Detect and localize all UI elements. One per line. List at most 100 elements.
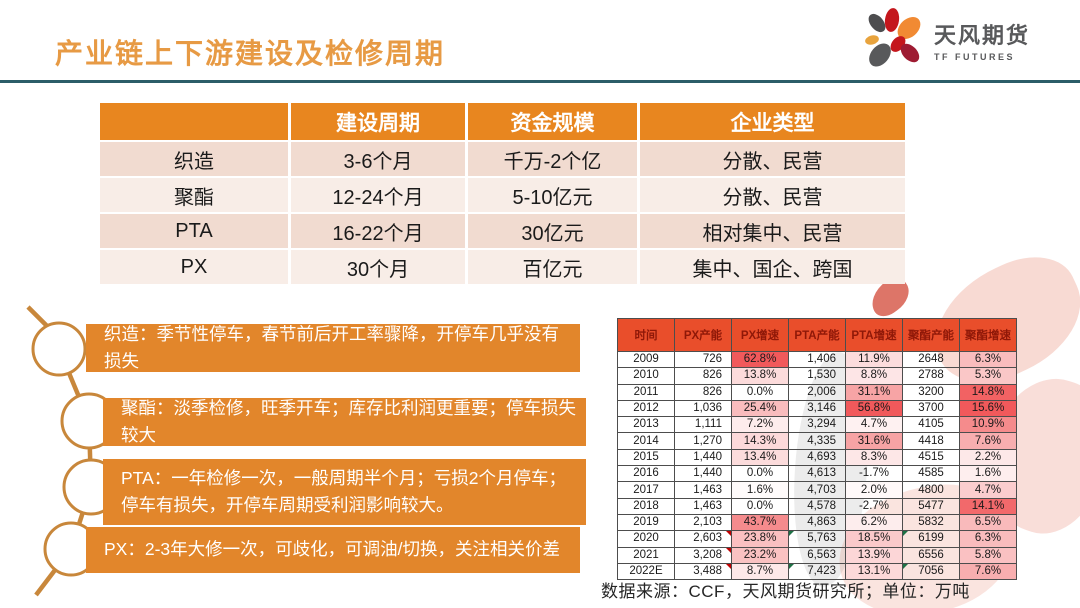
capacity-cell: 1,270 (674, 432, 732, 450)
capacity-header-cell: PX产能 (674, 318, 732, 352)
green-corner-marker-icon (789, 531, 794, 537)
page-title: 产业链上下游建设及检修周期 (55, 38, 446, 69)
capacity-cell: 826 (674, 383, 732, 401)
note-text: PX：2-3年大修一次，可歧化，可调油/切换，关注相关价差 (104, 539, 560, 560)
capacity-row: 2022E 3,488 8.7% 7,423 13.1% 7056 7.6% (617, 562, 1017, 581)
capacity-cell: 18.5% (845, 530, 903, 548)
capacity-cell: 7,423 (788, 562, 846, 581)
capacity-cell: 7056 (902, 562, 960, 581)
capacity-cell: 4,863 (788, 513, 846, 532)
overview-cell: 3-6个月 (288, 140, 465, 176)
overview-cell: 30个月 (288, 248, 465, 284)
logo-flower-icon (865, 8, 921, 67)
logo: 天风期货 TF FUTURES (862, 6, 1030, 74)
capacity-cell: 4515 (902, 448, 960, 467)
capacity-header-cell: PTA增速 (845, 318, 903, 352)
capacity-cell: 7.2% (731, 416, 789, 434)
capacity-cell: 7.6% (959, 562, 1017, 581)
capacity-header-cell: 聚酯增速 (959, 318, 1017, 352)
logo-text: 天风期货 TF FUTURES (934, 18, 1030, 62)
capacity-cell: 1.6% (731, 481, 789, 499)
capacity-cell: 13.1% (845, 562, 903, 581)
note-text: 织造：季节性停车，春节前后开工率骤降，开停车几乎没有损失 (104, 323, 559, 371)
capacity-cell: 5832 (902, 513, 960, 532)
capacity-cell: 2015 (617, 448, 675, 467)
overview-cell: 12-24个月 (288, 176, 465, 212)
capacity-row: 2014 1,270 14.3% 4,335 31.6% 4418 7.6% (617, 432, 1017, 450)
capacity-cell: 5,763 (788, 530, 846, 548)
capacity-cell: 56.8% (845, 399, 903, 418)
logo-name-cn: 天风期货 (934, 23, 1031, 48)
capacity-cell: 2011 (617, 383, 675, 401)
capacity-cell: 726 (674, 350, 732, 369)
capacity-cell: 0.0% (731, 383, 789, 401)
capacity-cell: 5.8% (959, 546, 1017, 564)
red-corner-marker-icon (726, 563, 731, 569)
overview-cell: PX (100, 248, 288, 284)
capacity-cell: 3,294 (788, 416, 846, 434)
red-corner-marker-icon (726, 531, 731, 537)
capacity-cell: 2,006 (788, 383, 846, 401)
capacity-cell: 2648 (902, 350, 960, 369)
overview-cell: 千万-2个亿 (465, 140, 637, 176)
capacity-cell: 2009 (617, 350, 675, 369)
overview-header-cell: 资金规模 (465, 103, 637, 140)
capacity-header-cell: 时间 (617, 318, 675, 352)
capacity-cell: 13.4% (731, 448, 789, 467)
capacity-table-wrap: 时间 PX产能 PX增速 PTA产能 PTA增速 聚酯产能 聚酯增速 2009 726 62.8… (617, 318, 1017, 581)
capacity-cell: 4,578 (788, 497, 846, 515)
capacity-cell: 6.3% (959, 350, 1017, 369)
capacity-cell: 14.8% (959, 383, 1017, 401)
capacity-cell: 31.1% (845, 383, 903, 401)
overview-cell: 16-22个月 (288, 212, 465, 248)
overview-header-cell: 建设周期 (288, 103, 465, 140)
capacity-cell: 1,530 (788, 367, 846, 385)
capacity-cell: 3,488 (674, 562, 732, 581)
overview-cell: 分散、民营 (637, 176, 905, 212)
overview-row: PX 30个月 百亿元 集中、国企、跨国 (100, 248, 905, 284)
capacity-cell: 1,111 (674, 416, 732, 434)
capacity-cell: 6.3% (959, 530, 1017, 548)
overview-header-cell: 企业类型 (637, 103, 905, 140)
overview-cell: 织造 (100, 140, 288, 176)
capacity-row: 2015 1,440 13.4% 4,693 8.3% 4515 2.2% (617, 448, 1017, 467)
capacity-cell: 11.9% (845, 350, 903, 369)
capacity-cell: 62.8% (731, 350, 789, 369)
capacity-cell: 3200 (902, 383, 960, 401)
capacity-cell: 15.6% (959, 399, 1017, 418)
capacity-cell: 2012 (617, 399, 675, 418)
overview-header-cell (100, 103, 288, 140)
capacity-cell: 2017 (617, 481, 675, 499)
overview-row: 织造 3-6个月 千万-2个亿 分散、民营 (100, 140, 905, 176)
capacity-row: 2016 1,440 0.0% 4,613 -1.7% 4585 1.6% (617, 465, 1017, 483)
capacity-cell: 2.2% (959, 448, 1017, 467)
capacity-cell: 1,463 (674, 481, 732, 499)
capacity-row: 2012 1,036 25.4% 3,146 56.8% 3700 15.6% (617, 399, 1017, 418)
overview-cell: 5-10亿元 (465, 176, 637, 212)
note-banner-px: PX：2-3年大修一次，可歧化，可调油/切换，关注相关价差 (86, 527, 580, 573)
capacity-cell: 2019 (617, 513, 675, 532)
capacity-cell: 2788 (902, 367, 960, 385)
capacity-row: 2021 3,208 23.2% 6,563 13.9% 6556 5.8% (617, 546, 1017, 564)
capacity-cell: 2022E (617, 562, 675, 581)
capacity-cell: 2010 (617, 367, 675, 385)
data-source-caption: 数据来源：CCF，天风期货研究所；单位：万吨 (601, 582, 970, 601)
capacity-row: 2018 1,463 0.0% 4,578 -2.7% 5477 14.1% (617, 497, 1017, 515)
capacity-cell: 31.6% (845, 432, 903, 450)
capacity-cell: 4418 (902, 432, 960, 450)
note-text: PTA：一年检修一次，一般周期半个月；亏损2个月停车；停车有损失，开停车周期受利… (121, 467, 566, 515)
overview-row: PTA 16-22个月 30亿元 相对集中、民营 (100, 212, 905, 248)
capacity-cell: 2018 (617, 497, 675, 515)
capacity-cell: 4.7% (959, 481, 1017, 499)
capacity-header-cell: PX增速 (731, 318, 789, 352)
capacity-cell: 4,693 (788, 448, 846, 467)
capacity-cell: 2020 (617, 530, 675, 548)
capacity-cell: 2014 (617, 432, 675, 450)
capacity-cell: -1.7% (845, 465, 903, 483)
capacity-cell: 3,146 (788, 399, 846, 418)
capacity-cell: 2016 (617, 465, 675, 483)
capacity-cell: 2.0% (845, 481, 903, 499)
overview-cell: 聚酯 (100, 176, 288, 212)
capacity-cell: 6,563 (788, 546, 846, 564)
capacity-row: 2017 1,463 1.6% 4,703 2.0% 4800 4.7% (617, 481, 1017, 499)
